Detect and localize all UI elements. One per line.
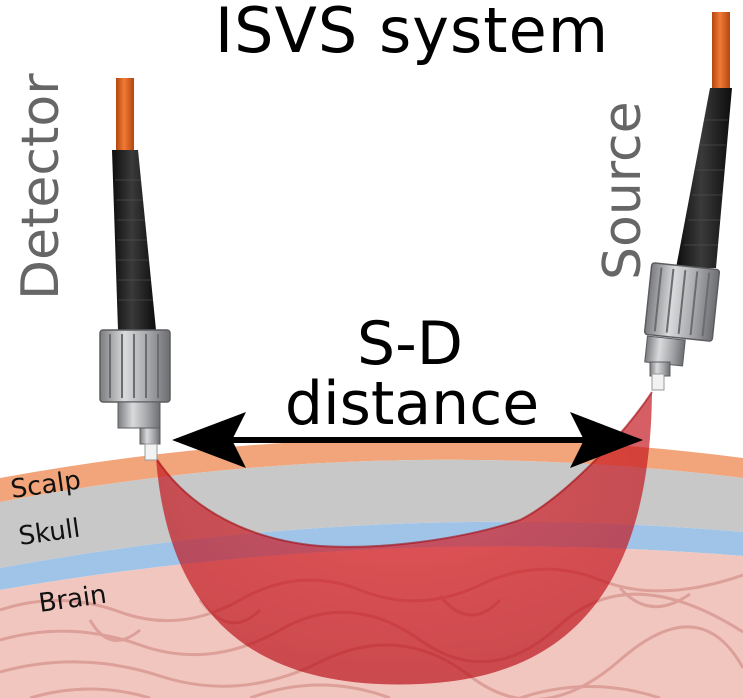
source-fiber [643, 12, 732, 391]
source-boot [676, 88, 732, 268]
detector-label: Detector [11, 73, 71, 300]
source-label: Source [593, 101, 653, 280]
sd-label-line2: distance [285, 369, 539, 439]
source-ferrule [651, 373, 665, 391]
arrow-left-head [172, 412, 246, 468]
light-path [155, 391, 653, 685]
detector-ferrule [144, 443, 158, 461]
detector-fiber [99, 78, 171, 461]
skull-layer [0, 459, 743, 568]
detector-cable [116, 78, 134, 158]
banana-region [156, 392, 652, 685]
scalp-layer [0, 438, 743, 502]
sd-label-line1: S-D [357, 309, 463, 379]
source-cable [712, 12, 730, 94]
page-title: ISVS system [215, 0, 609, 67]
sd-distance-arrow [172, 412, 643, 468]
arrow-right-head [570, 412, 643, 468]
